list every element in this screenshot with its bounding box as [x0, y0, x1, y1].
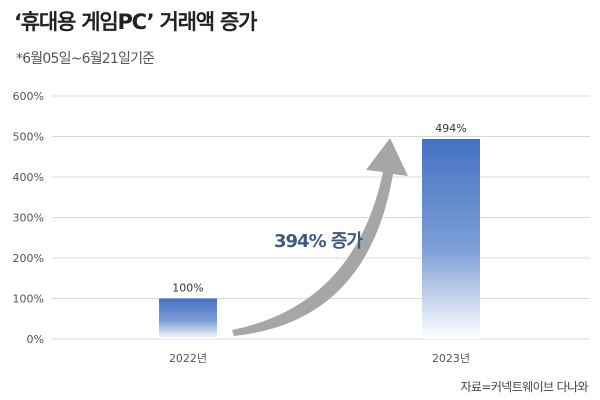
growth-arrow: [232, 138, 408, 336]
x-tick-label: 2023년: [432, 352, 470, 365]
y-tick-label: 600%: [13, 90, 44, 103]
y-tick-label: 400%: [13, 171, 44, 184]
y-tick-label: 200%: [13, 252, 44, 265]
data-label: 100%: [172, 282, 203, 295]
y-axis-tick-labels: 0% 100% 200% 300% 400% 500% 600%: [13, 90, 44, 346]
data-label: 494%: [435, 122, 466, 135]
growth-annotation: 394% 증가: [274, 231, 363, 252]
y-tick-label: 300%: [13, 212, 44, 225]
y-tick-label: 0%: [27, 333, 44, 346]
x-axis-tick-labels: 2022년 2023년: [169, 352, 470, 365]
bar-2022년: [159, 298, 217, 339]
x-tick-label: 2022년: [169, 352, 207, 365]
bar-2023년: [422, 138, 480, 339]
y-tick-label: 500%: [13, 131, 44, 144]
bars: [159, 138, 480, 339]
y-tick-label: 100%: [13, 293, 44, 306]
growth-arrow-shape: [232, 138, 408, 336]
source-note: 자료=커넥트웨이브 다나와: [460, 380, 588, 394]
data-labels: 100% 494%: [172, 122, 466, 295]
chart-title: ‘휴대용 게임PC’ 거래액 증가: [14, 10, 257, 34]
chart-subtitle: *6월05일~6월21일기준: [16, 51, 155, 67]
